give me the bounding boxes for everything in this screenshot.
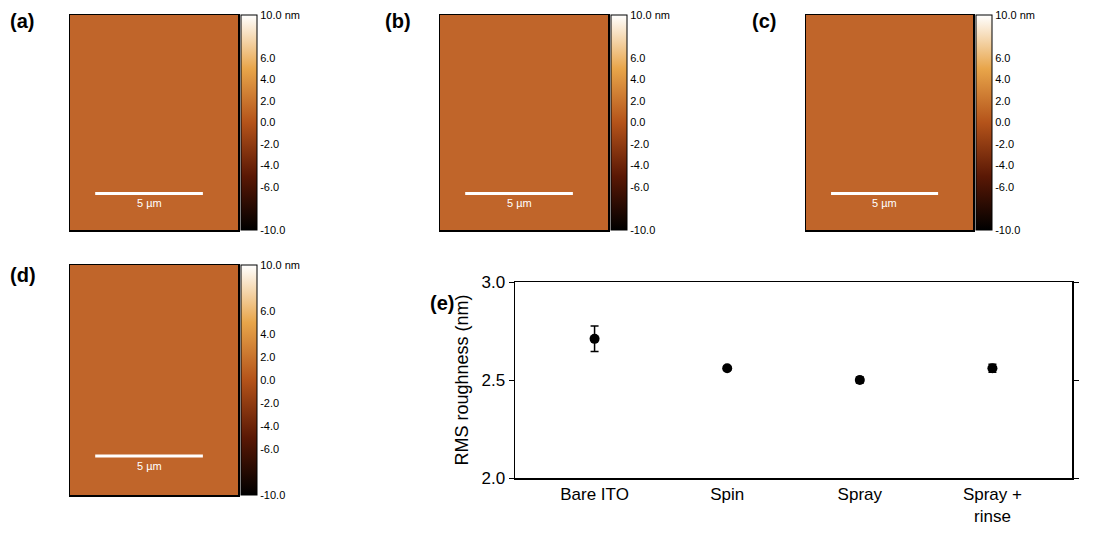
svg-text:2.0: 2.0 (481, 469, 505, 488)
svg-text:-10.0: -10.0 (995, 224, 1020, 236)
svg-text:2.0: 2.0 (260, 95, 275, 107)
svg-text:10.0 nm: 10.0 nm (995, 9, 1035, 21)
svg-text:-10.0: -10.0 (260, 489, 285, 501)
svg-text:2.0: 2.0 (260, 351, 275, 363)
svg-text:2.0: 2.0 (995, 95, 1010, 107)
svg-text:-10.0: -10.0 (630, 224, 655, 236)
svg-text:Spray: Spray (838, 485, 883, 504)
svg-text:-6.0: -6.0 (260, 181, 279, 193)
svg-text:(b): (b) (385, 10, 411, 32)
svg-text:4.0: 4.0 (260, 73, 275, 85)
svg-text:-4.0: -4.0 (995, 159, 1014, 171)
svg-text:-2.0: -2.0 (995, 138, 1014, 150)
svg-text:-4.0: -4.0 (630, 159, 649, 171)
svg-text:(e): (e) (430, 292, 454, 314)
svg-text:10.0 nm: 10.0 nm (630, 9, 670, 21)
svg-text:5 µm: 5 µm (507, 197, 532, 209)
svg-text:0.0: 0.0 (995, 116, 1010, 128)
svg-text:-6.0: -6.0 (995, 181, 1014, 193)
svg-text:0.0: 0.0 (260, 374, 275, 386)
svg-text:-6.0: -6.0 (630, 181, 649, 193)
svg-text:-4.0: -4.0 (260, 159, 279, 171)
svg-text:Spray +rinse: Spray +rinse (963, 485, 1022, 526)
svg-text:-2.0: -2.0 (260, 397, 279, 409)
svg-text:Bare ITO: Bare ITO (560, 485, 629, 504)
svg-text:RMS roughness (nm): RMS roughness (nm) (452, 294, 472, 465)
svg-text:5 µm: 5 µm (137, 197, 162, 209)
svg-text:10.0 nm: 10.0 nm (260, 9, 300, 21)
svg-text:10.0 nm: 10.0 nm (260, 259, 300, 271)
svg-text:0.0: 0.0 (260, 116, 275, 128)
svg-text:0.0: 0.0 (630, 116, 645, 128)
svg-text:2.0: 2.0 (630, 95, 645, 107)
svg-text:6.0: 6.0 (260, 52, 275, 64)
svg-text:5 µm: 5 µm (137, 460, 162, 472)
svg-text:6.0: 6.0 (260, 305, 275, 317)
svg-text:-2.0: -2.0 (260, 138, 279, 150)
svg-text:-4.0: -4.0 (260, 420, 279, 432)
svg-text:6.0: 6.0 (630, 52, 645, 64)
svg-text:6.0: 6.0 (995, 52, 1010, 64)
svg-text:4.0: 4.0 (260, 328, 275, 340)
svg-text:2.5: 2.5 (481, 371, 505, 390)
svg-text:5 µm: 5 µm (872, 197, 897, 209)
svg-text:(d): (d) (10, 264, 36, 286)
svg-text:-10.0: -10.0 (260, 224, 285, 236)
svg-text:(a): (a) (10, 10, 34, 32)
svg-text:3.0: 3.0 (481, 273, 505, 292)
svg-text:(c): (c) (752, 10, 776, 32)
svg-text:4.0: 4.0 (630, 73, 645, 85)
svg-text:Spin: Spin (710, 485, 744, 504)
svg-text:-6.0: -6.0 (260, 443, 279, 455)
svg-text:4.0: 4.0 (995, 73, 1010, 85)
svg-text:-2.0: -2.0 (630, 138, 649, 150)
